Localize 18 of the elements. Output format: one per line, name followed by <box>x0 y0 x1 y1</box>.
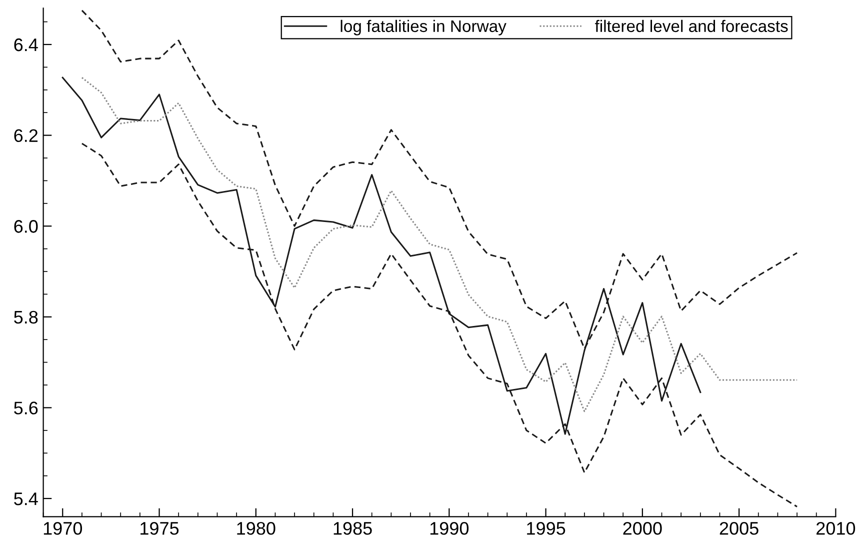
x-tick-label: 1980 <box>237 522 276 535</box>
x-tick-label: 2010 <box>816 522 856 535</box>
x-tick-label: 2005 <box>720 522 758 535</box>
y-tick-label: 6.0 <box>14 220 38 233</box>
legend-label: filtered level and forecasts <box>594 20 788 32</box>
legend-label: log fatalities in Norway <box>340 20 506 36</box>
line-series <box>81 76 798 412</box>
x-tick-label: 1990 <box>430 522 469 535</box>
y-tick-label: 6.4 <box>14 38 38 52</box>
y-tick-label: 6.2 <box>14 129 38 142</box>
x-tick-label: 2000 <box>623 522 662 535</box>
y-tick-label: 5.6 <box>14 402 38 414</box>
x-tick-label: 1985 <box>334 522 372 535</box>
x-tick-label: 1975 <box>140 522 179 535</box>
y-tick-label: 5.8 <box>14 310 38 324</box>
x-tick-label: 1995 <box>527 522 566 535</box>
x-tick-label: 1970 <box>44 522 82 535</box>
y-tick-label: 5.4 <box>14 492 38 506</box>
